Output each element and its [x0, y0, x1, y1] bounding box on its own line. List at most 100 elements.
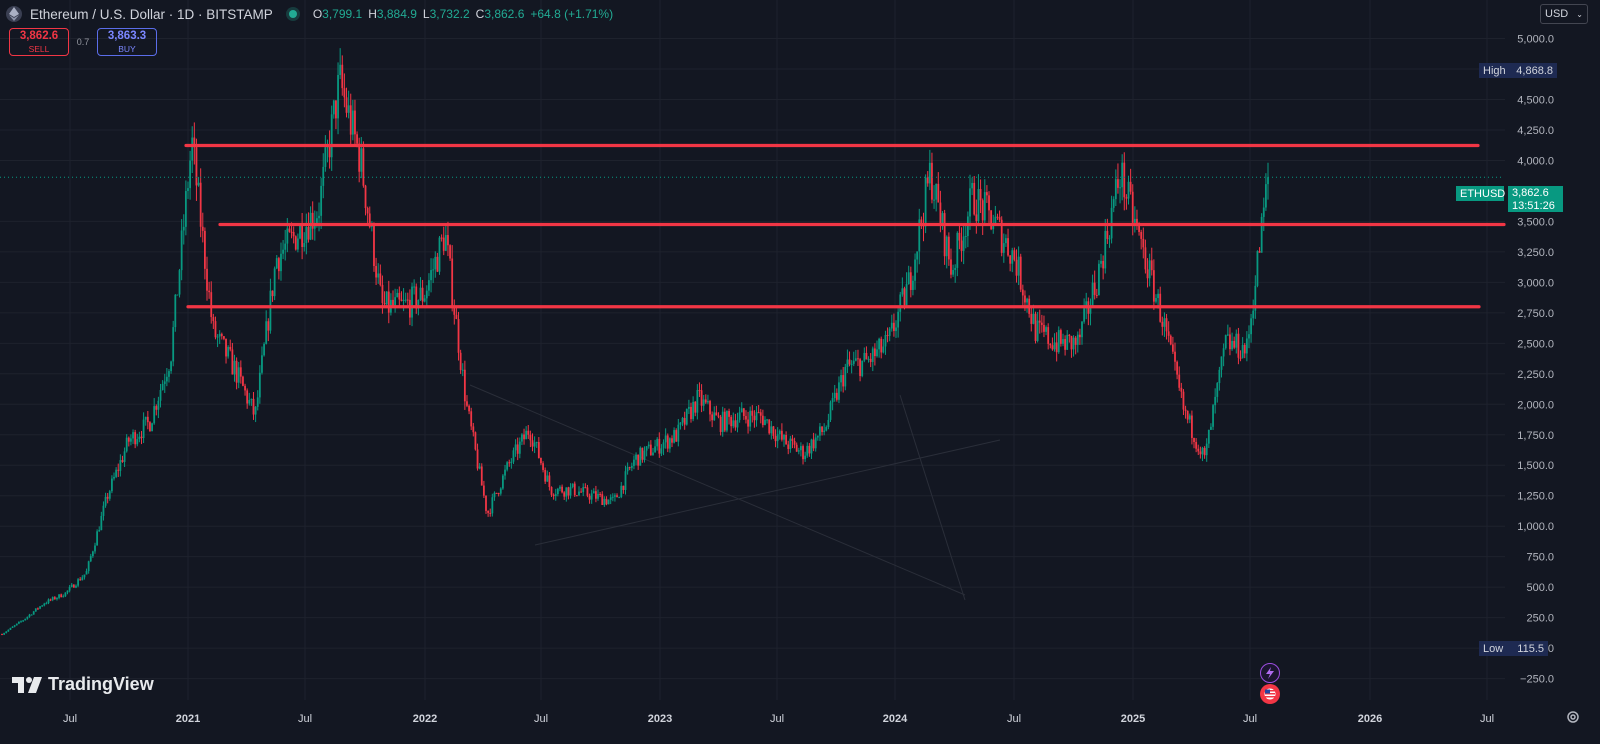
candle-body [863, 352, 866, 361]
candle-body [715, 412, 718, 416]
candle-body [935, 183, 938, 200]
candle-body [677, 424, 680, 442]
price-tick-label: 750.0 [1526, 552, 1554, 564]
candle-body [747, 419, 749, 427]
symbol-header: Ethereum / U.S. Dollar · 1D · BITSTAMP O… [6, 4, 613, 24]
us-flag-event-icon[interactable] [1260, 684, 1280, 704]
candle-body [453, 305, 456, 315]
candle-body [277, 258, 280, 272]
brand-name: TradingView [48, 674, 154, 694]
symbol-title[interactable]: Ethereum / U.S. Dollar · 1D · BITSTAMP [30, 6, 273, 22]
settings-gear-icon[interactable] [1566, 710, 1580, 724]
candle-body [876, 349, 878, 357]
candle-body [1121, 162, 1124, 188]
price-tick-label: 4,250.0 [1517, 125, 1554, 137]
candle-body [751, 410, 754, 416]
candle-body [914, 259, 916, 281]
candle-body [1068, 334, 1071, 336]
candle-body [341, 64, 344, 89]
candle-body [138, 436, 141, 440]
candle-body [322, 166, 325, 186]
candle-body [852, 360, 855, 364]
currency-select[interactable]: USD ⌄ [1540, 4, 1588, 24]
candle-body [470, 411, 473, 427]
candle-body [1021, 289, 1024, 296]
candle-body [1256, 251, 1259, 286]
candle-body [267, 321, 270, 331]
candle-body [451, 258, 454, 306]
lightning-icon[interactable] [1260, 663, 1280, 683]
candle-body [531, 440, 534, 447]
candle-body [383, 302, 386, 305]
candle-body [641, 447, 644, 460]
candle-body [711, 414, 714, 421]
candle-body [1203, 447, 1206, 456]
chevron-down-icon: ⌄ [1576, 9, 1583, 19]
candle-body [814, 437, 817, 449]
candle-body [601, 494, 604, 505]
candle-body [1218, 369, 1221, 384]
candle-body [1045, 327, 1047, 332]
candle-body [1093, 282, 1096, 295]
candle-body [1024, 295, 1026, 303]
candle-body [330, 114, 333, 158]
candle-body [1163, 318, 1166, 327]
candle-body [203, 230, 206, 269]
candle-body [94, 545, 96, 552]
tradingview-logo[interactable]: TradingView [12, 674, 154, 695]
sell-button[interactable]: 3,862.6 SELL [9, 28, 69, 56]
candle-body [1178, 374, 1181, 388]
candle-body [719, 416, 722, 432]
candle-body [58, 594, 60, 598]
candle-body [246, 390, 249, 404]
candle-body [571, 483, 574, 488]
candle-body [652, 452, 654, 456]
candle-body [248, 399, 251, 404]
candle-body [102, 505, 105, 516]
time-tick-label: Jul [1243, 713, 1257, 725]
candle-body [594, 491, 597, 499]
candle-body [1142, 238, 1145, 248]
candle-body [144, 416, 147, 420]
candle-body [26, 616, 29, 619]
candle-body [960, 240, 963, 251]
candle-body [320, 185, 323, 216]
candle-body [971, 182, 974, 189]
candle-body [430, 270, 432, 281]
price-tick-label: 250.0 [1526, 613, 1554, 625]
price-tick-label: 500.0 [1526, 582, 1554, 594]
candle-body [1252, 310, 1255, 319]
candle-body [413, 286, 416, 288]
sell-label: SELL [28, 43, 50, 54]
candle-body [736, 419, 739, 428]
candle-body [140, 436, 143, 439]
price-tick-label: 1,000.0 [1517, 521, 1554, 533]
buy-button[interactable]: 3,863.3 BUY [97, 28, 157, 56]
candle-body [1062, 339, 1064, 344]
close-value: 3,862.6 [484, 7, 525, 21]
trend-line [899, 394, 966, 601]
candle-body [573, 483, 576, 496]
candle-body [988, 195, 990, 211]
candle-body [351, 110, 354, 135]
candle-body [91, 551, 94, 557]
candle-body [1229, 334, 1231, 350]
candle-body [738, 412, 741, 420]
candle-body [273, 268, 276, 297]
candle-body [30, 614, 33, 616]
candle-body [1258, 251, 1261, 253]
candle-body [1188, 415, 1191, 420]
candle-body [237, 367, 240, 383]
candle-body [146, 416, 149, 423]
candle-body [831, 398, 834, 403]
candle-body [220, 333, 223, 337]
candle-body [311, 212, 314, 229]
candle-body [996, 216, 999, 218]
candle-body [108, 491, 111, 499]
candle-body [611, 496, 614, 498]
candle-body [461, 369, 464, 371]
candle-body [404, 299, 407, 301]
candle-body [332, 100, 335, 115]
time-tick-label: Jul [298, 713, 312, 725]
